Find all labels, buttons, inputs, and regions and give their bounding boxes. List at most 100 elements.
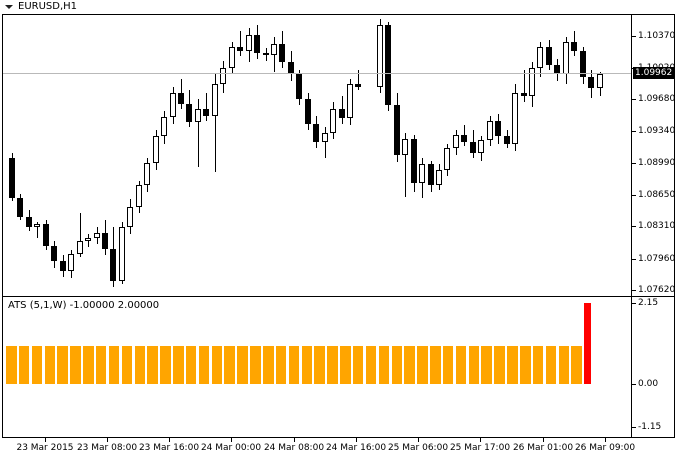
candle-body bbox=[347, 83, 353, 118]
candle-body bbox=[60, 261, 66, 272]
indicator-bar bbox=[417, 346, 428, 384]
indicator-panel[interactable]: ATS (5,1,W) -1.00000 2.00000 2.15 0.00 -1.… bbox=[3, 297, 674, 437]
indicator-plot-area[interactable] bbox=[3, 297, 631, 437]
candle-body bbox=[339, 108, 345, 118]
candle-body bbox=[127, 206, 133, 228]
candle-wick bbox=[198, 99, 199, 167]
candle-body bbox=[229, 46, 235, 68]
price-axis[interactable]: 1.103701.100201.096801.093401.089901.086… bbox=[631, 15, 674, 296]
candle-body bbox=[170, 92, 176, 118]
indicator-bar bbox=[391, 346, 402, 384]
price-axis-tick bbox=[632, 35, 636, 37]
candle-body bbox=[271, 43, 277, 56]
time-axis-tick bbox=[45, 438, 46, 442]
price-panel[interactable]: 1.103701.100201.096801.093401.089901.086… bbox=[3, 15, 674, 296]
candle-body bbox=[444, 148, 450, 170]
time-axis[interactable]: 23 Mar 2015 23 Mar 08:00 23 Mar 16:00 24 Ma… bbox=[2, 438, 675, 465]
candle-wick bbox=[215, 74, 216, 172]
candle-body bbox=[537, 46, 543, 68]
candle-body bbox=[563, 42, 569, 75]
indicator-axis-tick bbox=[632, 383, 636, 385]
indicator-bar bbox=[571, 346, 582, 384]
candle-body bbox=[580, 51, 586, 78]
time-axis-tick bbox=[231, 438, 232, 442]
indicator-bar bbox=[507, 346, 518, 384]
indicator-bar bbox=[430, 346, 441, 384]
price-axis-tick bbox=[632, 258, 636, 260]
candle-body bbox=[161, 117, 167, 137]
price-axis-label: 1.10370 bbox=[638, 30, 674, 41]
candle-body bbox=[51, 245, 57, 262]
candle-body bbox=[428, 164, 434, 186]
indicator-axis[interactable]: 2.15 0.00 -1.15 bbox=[631, 297, 674, 437]
candle-body bbox=[305, 99, 311, 124]
indicator-axis-tick bbox=[632, 427, 636, 428]
indicator-bar bbox=[44, 346, 56, 384]
indicator-bar bbox=[6, 346, 17, 384]
candle-body bbox=[330, 108, 336, 133]
price-axis-label: 1.08310 bbox=[638, 221, 674, 232]
indicator-bar bbox=[378, 346, 390, 384]
candle-body bbox=[546, 46, 552, 66]
chevron-down-icon[interactable] bbox=[4, 0, 15, 14]
indicator-bar bbox=[263, 346, 274, 384]
price-axis-label: 1.09340 bbox=[638, 125, 674, 136]
candle-body bbox=[521, 92, 527, 96]
time-axis-tick bbox=[543, 438, 544, 442]
indicator-bar bbox=[558, 346, 570, 384]
chart-title-bar: EURUSD,H1 bbox=[0, 0, 677, 14]
indicator-bar bbox=[108, 346, 120, 384]
indicator-bar bbox=[211, 346, 223, 384]
time-axis-tick bbox=[107, 438, 108, 442]
time-axis-label: 23 Mar 16:00 bbox=[138, 443, 200, 453]
time-axis-label: 23 Mar 2015 bbox=[16, 443, 74, 453]
price-axis-label: 1.07620 bbox=[638, 285, 674, 295]
candle-body bbox=[263, 53, 269, 56]
indicator-bar bbox=[520, 346, 531, 384]
candle-body bbox=[212, 83, 218, 117]
indicator-bar bbox=[404, 346, 415, 384]
candle-body bbox=[597, 73, 603, 89]
candle-body bbox=[203, 108, 209, 117]
price-axis-label: 1.07960 bbox=[638, 253, 674, 264]
candle-body bbox=[220, 68, 226, 84]
indicator-axis-label: 0.00 bbox=[638, 378, 659, 389]
symbol-timeframe-label: EURUSD,H1 bbox=[18, 1, 78, 12]
indicator-bar bbox=[288, 346, 300, 384]
indicator-bar bbox=[314, 346, 325, 384]
indicator-bar bbox=[173, 346, 184, 384]
candle-body bbox=[487, 120, 493, 141]
candle-body bbox=[296, 74, 302, 100]
price-axis-tick bbox=[632, 194, 636, 196]
candle-body bbox=[254, 34, 260, 54]
candle-body bbox=[504, 136, 510, 144]
candle-body bbox=[571, 42, 577, 52]
chart-frame: 1.103701.100201.096801.093401.089901.086… bbox=[2, 14, 675, 438]
candle-body bbox=[17, 197, 23, 217]
time-axis-label: 25 Mar 06:00 bbox=[387, 443, 449, 453]
candle-wick bbox=[405, 132, 406, 198]
indicator-bar bbox=[185, 346, 197, 384]
candle-body bbox=[512, 92, 518, 144]
candle-body bbox=[110, 249, 116, 281]
indicator-label: ATS (5,1,W) -1.00000 2.00000 bbox=[8, 300, 160, 311]
candle-body bbox=[461, 134, 467, 142]
candle-body bbox=[119, 227, 125, 281]
indicator-bar bbox=[340, 346, 351, 384]
indicator-bar bbox=[31, 346, 43, 384]
candle-body bbox=[237, 46, 243, 52]
price-axis-label: 1.08990 bbox=[638, 158, 674, 169]
time-axis-tick bbox=[356, 438, 357, 442]
indicator-bar bbox=[545, 346, 557, 384]
candle-wick bbox=[206, 92, 207, 121]
price-axis-label: 1.09680 bbox=[638, 94, 674, 105]
candle-wick bbox=[80, 213, 81, 257]
indicator-bar bbox=[198, 346, 210, 384]
candle-body bbox=[322, 132, 328, 142]
indicator-bar bbox=[95, 346, 107, 384]
time-axis-tick bbox=[294, 438, 295, 442]
indicator-bar bbox=[352, 346, 364, 384]
current-price-line bbox=[3, 73, 631, 74]
candle-body bbox=[529, 68, 535, 96]
price-plot-area[interactable] bbox=[3, 15, 631, 296]
